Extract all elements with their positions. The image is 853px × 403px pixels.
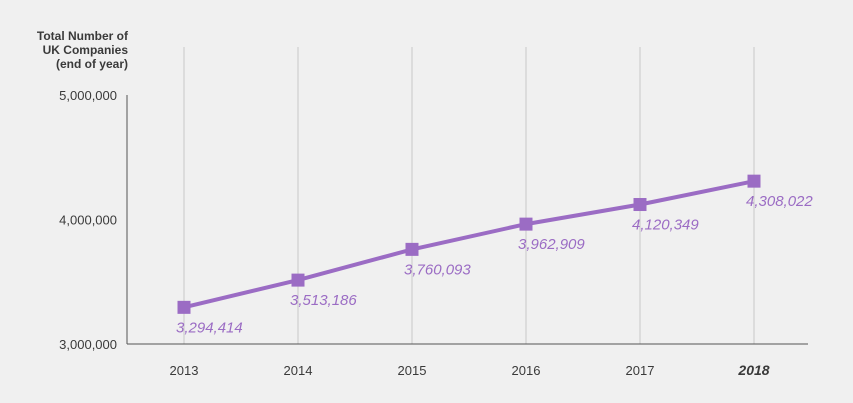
gridlines bbox=[183, 47, 755, 344]
data-label: 3,760,093 bbox=[404, 261, 471, 278]
x-tick-label: 2014 bbox=[284, 363, 313, 378]
series-polyline bbox=[183, 179, 755, 310]
y-axis: 3,000,000 4,000,000 5,000,000 bbox=[59, 88, 128, 352]
y-tick-label: 4,000,000 bbox=[59, 213, 117, 228]
series-line bbox=[177, 174, 761, 314]
x-tick-label: 2017 bbox=[626, 363, 655, 378]
data-label: 4,120,349 bbox=[632, 217, 699, 234]
x-tick-label: 2015 bbox=[398, 363, 427, 378]
data-point-marker bbox=[177, 300, 191, 314]
data-point-marker bbox=[291, 273, 305, 287]
data-point-marker bbox=[747, 174, 761, 188]
x-axis: 2013 2014 2015 2016 2017 2018 bbox=[127, 343, 808, 378]
data-label: 4,308,022 bbox=[746, 193, 813, 210]
data-label: 3,962,909 bbox=[518, 236, 585, 253]
data-point-marker bbox=[405, 242, 419, 256]
y-axis-title-line: (end of year) bbox=[56, 57, 128, 71]
y-axis-title-line: UK Companies bbox=[43, 43, 129, 57]
y-axis-title: Total Number of UK Companies (end of yea… bbox=[37, 29, 129, 71]
data-label: 3,294,414 bbox=[176, 319, 243, 336]
y-axis-title-line: Total Number of bbox=[37, 29, 129, 43]
x-tick-label: 2016 bbox=[512, 363, 541, 378]
data-point-marker bbox=[633, 198, 647, 212]
y-tick-label: 5,000,000 bbox=[59, 88, 117, 103]
data-label: 3,513,186 bbox=[290, 292, 357, 309]
y-tick-label: 3,000,000 bbox=[59, 337, 117, 352]
x-tick-label: 2018 bbox=[737, 362, 769, 378]
data-labels: 3,294,414 3,513,186 3,760,093 3,962,909 4,12… bbox=[176, 193, 813, 336]
data-point-marker bbox=[519, 217, 533, 231]
x-tick-label: 2013 bbox=[170, 363, 199, 378]
